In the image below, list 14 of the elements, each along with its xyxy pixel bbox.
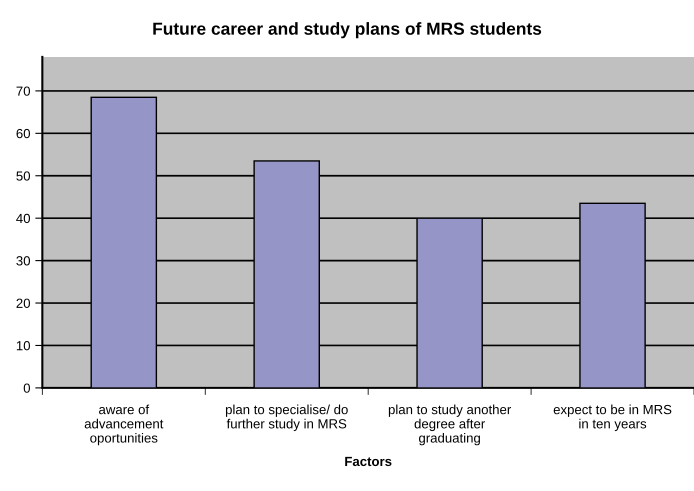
x-tick-label: plan to study another degree after graduating — [388, 404, 512, 446]
x-axis-title: Factors — [345, 456, 392, 466]
y-tick-label: 0 — [24, 383, 30, 393]
x-tick-label: plan to specialise/ do further study in MRS — [226, 404, 348, 432]
x-tick-label: expect to be in MRS in ten years — [554, 404, 672, 432]
y-tick-label: 10 — [16, 341, 30, 350]
y-tick-label: 70 — [16, 86, 30, 96]
x-tick-label: aware of advancement oportunities — [84, 404, 164, 446]
y-tick-label: 60 — [16, 128, 30, 138]
chart-title: Future career and study plans of MRS students — [153, 22, 542, 38]
y-tick-label: 20 — [16, 298, 30, 308]
y-tick-label: 50 — [16, 171, 30, 181]
y-tick-label: 30 — [16, 256, 30, 266]
y-tick-label: 40 — [16, 214, 30, 224]
